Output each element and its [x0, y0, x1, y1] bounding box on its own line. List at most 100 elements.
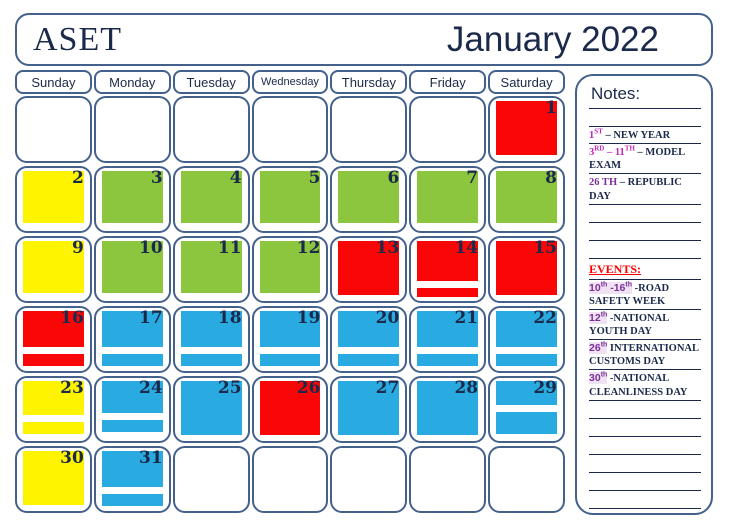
calendar-cell-8: 8	[488, 166, 565, 233]
calendar-cell-3: 3	[93, 166, 171, 233]
blue-highlight-block	[417, 311, 479, 347]
day-number: 16	[60, 308, 84, 328]
brand-name: ASET	[33, 20, 122, 58]
day-number: 14	[454, 238, 479, 258]
event-item-date: 30th	[589, 371, 608, 385]
event-item-text: -NATIONAL YOUTH DAY	[589, 312, 669, 337]
red-highlight-block	[417, 241, 479, 281]
red-highlight-block	[496, 241, 557, 295]
note-item: 1ST – NEW YEAR	[589, 127, 701, 145]
day-number: 9	[72, 238, 84, 258]
event-item-date: 12th	[589, 311, 608, 324]
event-item-date: 10th -16th	[589, 281, 632, 294]
red-highlight-block	[496, 101, 557, 155]
weekday-header-tuesday: Tuesday	[172, 70, 250, 94]
day-number: 20	[375, 308, 400, 328]
calendar-cell-22: 22	[488, 306, 565, 373]
day-number: 21	[454, 308, 479, 328]
green-highlight-block	[496, 171, 557, 223]
blue-highlight-block	[101, 494, 163, 506]
calendar-cell-28: 28	[409, 376, 487, 443]
blue-highlight-block	[338, 354, 400, 366]
calendar-cell-empty	[172, 446, 250, 513]
day-number: 6	[387, 168, 400, 188]
calendar-cell-27: 27	[330, 376, 408, 443]
calendar-cell-30: 30	[15, 446, 92, 513]
note-item-date: 26 TH	[589, 177, 618, 189]
notes-blank-line	[589, 473, 701, 491]
calendar-cell-24: 24	[93, 376, 171, 443]
yellow-highlight-block	[23, 171, 84, 223]
calendar-cell-empty	[330, 446, 408, 513]
red-highlight-block	[23, 354, 84, 366]
green-highlight-block	[101, 171, 163, 223]
green-highlight-block	[180, 171, 242, 223]
blue-highlight-block	[101, 420, 163, 432]
green-highlight-block	[417, 171, 479, 223]
note-item: 26 TH – REPUBLIC DAY	[589, 174, 701, 205]
notes-blank-line	[589, 419, 701, 437]
calendar-cell-1: 1	[488, 96, 565, 163]
day-number: 13	[375, 238, 400, 258]
calendar-cell-25: 25	[172, 376, 250, 443]
calendar-cell-21: 21	[409, 306, 487, 373]
red-highlight-block	[417, 288, 479, 297]
calendar-cell-18: 18	[172, 306, 250, 373]
calendar-cell-empty	[15, 96, 92, 163]
event-item: 12th -NATIONAL YOUTH DAY	[589, 310, 701, 341]
notes-blank-line	[589, 491, 701, 509]
calendar-cell-5: 5	[251, 166, 329, 233]
note-item-text: – REPUBLIC DAY	[589, 177, 682, 202]
red-highlight-block	[259, 381, 321, 435]
notes-blank-line	[589, 509, 701, 513]
day-number: 7	[466, 168, 479, 188]
day-number: 2	[72, 168, 84, 188]
blue-highlight-block	[101, 381, 163, 413]
calendar-cell-11: 11	[172, 236, 250, 303]
calendar-cell-15: 15	[488, 236, 565, 303]
blue-highlight-block	[101, 354, 163, 366]
calendar-cell-empty	[93, 96, 171, 163]
notes-blank-line	[589, 401, 701, 419]
blue-highlight-block	[180, 354, 242, 366]
event-item-text: INTERNATIONAL CUSTOMS DAY	[589, 343, 699, 368]
notes-blank-line	[589, 455, 701, 473]
blue-highlight-block	[101, 311, 163, 347]
green-highlight-block	[259, 171, 321, 223]
day-number: 17	[139, 308, 163, 328]
calendar-cell-17: 17	[93, 306, 171, 373]
calendar-cell-29: 29	[488, 376, 565, 443]
day-number: 24	[139, 378, 163, 398]
event-item: 26th INTERNATIONAL CUSTOMS DAY	[589, 340, 701, 371]
day-number: 23	[60, 378, 84, 398]
calendar-cell-empty	[409, 96, 487, 163]
event-item: 30th -NATIONAL CLEANLINESS DAY	[589, 370, 701, 401]
calendar-cell-4: 4	[172, 166, 250, 233]
calendar-cell-13: 13	[330, 236, 408, 303]
event-item-date: 26th	[589, 341, 608, 355]
calendar-cell-7: 7	[409, 166, 487, 233]
yellow-highlight-block	[23, 422, 84, 434]
calendar-cell-20: 20	[330, 306, 408, 373]
day-number: 15	[533, 238, 557, 258]
red-highlight-block	[338, 241, 400, 295]
event-item-text: -NATIONAL CLEANLINESS DAY	[589, 373, 688, 398]
blue-highlight-block	[417, 354, 479, 366]
day-number: 10	[139, 238, 163, 258]
calendar-cell-empty	[172, 96, 250, 163]
green-highlight-block	[101, 241, 163, 293]
notes-blank-line	[589, 223, 701, 241]
event-item: 10th -16th -ROAD SAFETY WEEK	[589, 280, 701, 310]
blue-highlight-block	[496, 412, 557, 434]
day-number: 11	[217, 238, 242, 258]
blue-highlight-block	[180, 311, 242, 347]
note-item-date: 3RD – 11TH	[589, 144, 635, 159]
blue-highlight-block	[338, 381, 400, 435]
day-number: 22	[533, 308, 557, 328]
day-number: 5	[308, 168, 321, 188]
notes-sidebar: Notes: 1ST – NEW YEAR 3RD – 11TH – MODEL …	[575, 74, 713, 515]
day-number: 30	[60, 448, 84, 468]
green-highlight-block	[259, 241, 321, 293]
note-item-text: – NEW YEAR	[602, 130, 671, 141]
yellow-highlight-block	[23, 451, 84, 505]
